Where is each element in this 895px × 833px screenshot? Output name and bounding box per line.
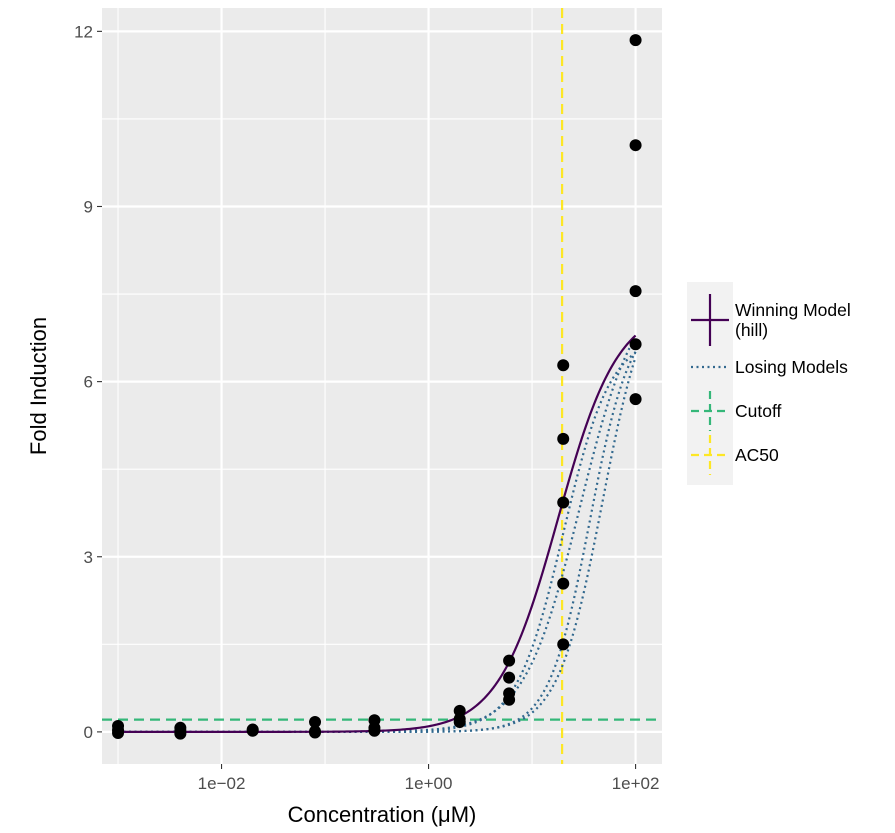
data-point xyxy=(368,724,381,737)
legend-label: Losing Models xyxy=(735,357,848,377)
y-tick-label: 6 xyxy=(84,373,93,392)
x-tick-label: 1e+00 xyxy=(405,774,453,793)
data-point xyxy=(629,285,642,298)
data-point xyxy=(309,715,322,728)
y-tick-label: 9 xyxy=(84,197,93,216)
y-axis: 0 3 6 9 12 xyxy=(74,22,102,742)
y-tick-label: 3 xyxy=(84,548,93,567)
data-point xyxy=(557,359,570,372)
data-point xyxy=(557,577,570,590)
data-point xyxy=(503,671,516,684)
legend-label: Cutoff xyxy=(735,401,782,421)
x-tick-label: 1e+02 xyxy=(612,774,660,793)
data-point xyxy=(557,638,570,651)
x-tick-label: 1e−02 xyxy=(198,774,246,793)
data-point xyxy=(174,727,187,740)
y-axis-title: Fold Induction xyxy=(26,317,51,455)
legend-label: AC50 xyxy=(735,445,779,465)
x-axis: 1e−02 1e+00 1e+02 xyxy=(198,764,660,793)
data-point xyxy=(453,715,466,728)
data-point xyxy=(557,496,570,509)
y-tick-label: 12 xyxy=(74,22,93,41)
data-point xyxy=(629,393,642,406)
reference-lines xyxy=(102,8,662,764)
data-point xyxy=(503,654,516,667)
grid-minor xyxy=(102,8,662,764)
y-tick-label: 0 xyxy=(84,723,93,742)
data-point xyxy=(557,432,570,445)
data-point xyxy=(112,727,125,740)
data-point xyxy=(629,34,642,47)
data-point xyxy=(629,338,642,351)
data-point xyxy=(246,724,259,737)
data-point xyxy=(309,726,322,739)
legend: Winning Model (hill) Losing Models Cutoff AC… xyxy=(687,282,851,485)
plot-panel xyxy=(102,8,662,764)
data-points xyxy=(112,34,642,740)
data-point xyxy=(503,693,516,706)
legend-label: Winning Model (hill) xyxy=(735,300,851,340)
x-axis-title: Concentration (μM) xyxy=(288,802,477,827)
data-point xyxy=(629,139,642,152)
